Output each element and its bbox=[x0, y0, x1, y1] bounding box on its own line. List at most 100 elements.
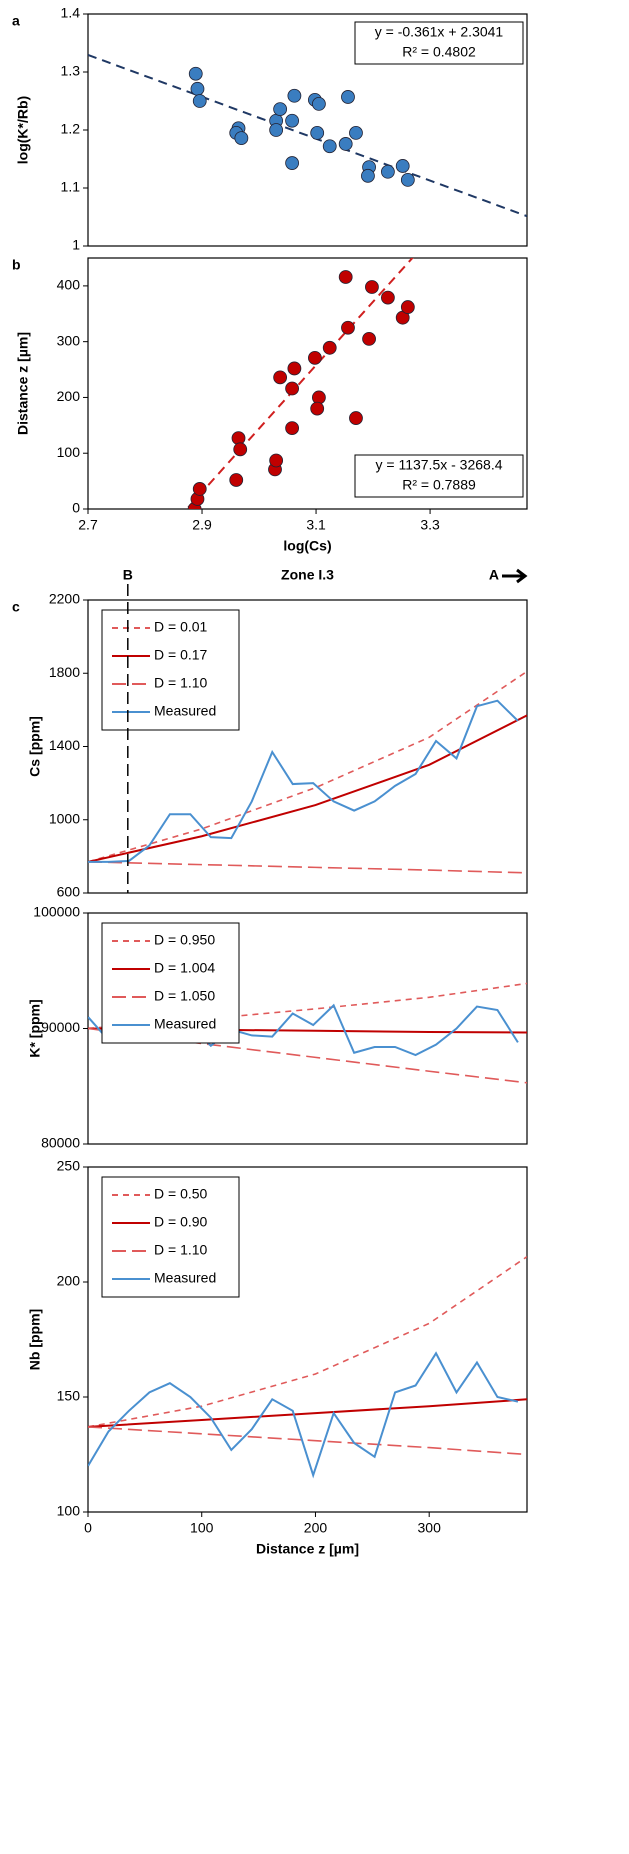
legend-label: D = 1.050 bbox=[154, 988, 215, 1004]
x-tick-label: 3.1 bbox=[306, 517, 326, 533]
data-point bbox=[312, 97, 326, 111]
data-point bbox=[310, 401, 325, 416]
y-tick-label: 600 bbox=[57, 884, 81, 900]
legend-label: D = 1.10 bbox=[154, 1242, 208, 1258]
annotation: B bbox=[123, 567, 133, 583]
y-tick-label: 100000 bbox=[33, 904, 80, 920]
data-point bbox=[322, 340, 337, 355]
y-tick-label: 1000 bbox=[49, 810, 80, 826]
data-point bbox=[380, 290, 395, 305]
fit-label: R² = 0.4802 bbox=[402, 44, 476, 60]
legend-label: D = 1.10 bbox=[154, 675, 208, 691]
panel-label: c bbox=[12, 599, 20, 615]
x-tick-label: 100 bbox=[190, 1520, 214, 1536]
legend-label: D = 0.50 bbox=[154, 1186, 208, 1202]
data-point bbox=[192, 482, 207, 496]
data-point bbox=[365, 280, 379, 294]
x-tick-label: 200 bbox=[304, 1520, 328, 1536]
y-tick-label: 1800 bbox=[49, 664, 80, 680]
data-point bbox=[338, 270, 353, 284]
y-tick-label: 1.3 bbox=[61, 63, 81, 79]
fit-label-box bbox=[354, 454, 524, 498]
data-point bbox=[400, 172, 415, 187]
series-line bbox=[88, 670, 527, 863]
x-axis-label: Distance z [µm] bbox=[256, 1541, 359, 1557]
data-point bbox=[190, 81, 205, 96]
legend-label: Measured bbox=[154, 1016, 216, 1032]
x-axis-label: log(Cs) bbox=[283, 538, 331, 554]
data-point bbox=[349, 411, 363, 425]
data-point bbox=[349, 125, 363, 140]
y-tick-label: 100 bbox=[57, 1503, 81, 1519]
x-tick-label: 300 bbox=[418, 1520, 442, 1536]
legend-box bbox=[101, 922, 240, 1044]
data-point bbox=[273, 370, 288, 385]
panel-label: a bbox=[12, 13, 20, 29]
y-tick-label: 2200 bbox=[49, 591, 80, 607]
y-tick-label: 100 bbox=[57, 444, 81, 460]
data-point bbox=[341, 320, 355, 335]
fit-label: y = 1137.5x - 3268.4 bbox=[376, 457, 503, 473]
legend-label: Measured bbox=[154, 703, 216, 719]
annotation: A bbox=[489, 567, 499, 583]
y-tick-label: 300 bbox=[57, 332, 81, 348]
data-point bbox=[269, 453, 284, 468]
y-tick-label: 150 bbox=[57, 1388, 81, 1404]
y-axis-label: log(K*/Rb) bbox=[15, 96, 31, 164]
x-tick-label: 0 bbox=[84, 1520, 92, 1536]
series-line bbox=[88, 1398, 527, 1428]
legend-label: D = 0.90 bbox=[154, 1214, 208, 1230]
y-tick-label: 250 bbox=[57, 1158, 81, 1174]
y-tick-label: 1 bbox=[72, 237, 80, 253]
data-point bbox=[310, 125, 325, 140]
data-point bbox=[229, 473, 244, 487]
data-point bbox=[287, 88, 302, 103]
data-point bbox=[234, 131, 249, 146]
data-point bbox=[273, 102, 288, 117]
data-point bbox=[287, 361, 302, 376]
y-axis-label: Cs [ppm] bbox=[27, 716, 43, 777]
data-point bbox=[362, 331, 376, 346]
y-axis-label: Distance z [µm] bbox=[15, 332, 31, 435]
y-axis-label: K* [ppm] bbox=[27, 999, 43, 1057]
series-line bbox=[88, 861, 527, 874]
y-tick-label: 1.1 bbox=[61, 179, 81, 195]
y-tick-label: 1400 bbox=[49, 737, 80, 753]
data-point bbox=[285, 381, 300, 396]
fit-label: R² = 0.7889 bbox=[402, 477, 476, 493]
data-point bbox=[192, 94, 207, 108]
trend-line bbox=[88, 54, 527, 218]
y-tick-label: 400 bbox=[57, 277, 81, 293]
data-point bbox=[395, 159, 410, 173]
series-line bbox=[88, 1426, 527, 1456]
data-point bbox=[188, 66, 203, 81]
series-line bbox=[88, 699, 519, 863]
data-point bbox=[400, 300, 415, 314]
legend-box bbox=[101, 609, 240, 731]
fit-label-box bbox=[354, 21, 524, 65]
series-line bbox=[88, 1351, 519, 1479]
legend-label: D = 0.950 bbox=[154, 932, 215, 948]
data-point bbox=[285, 421, 300, 436]
series-line bbox=[88, 1256, 527, 1428]
x-tick-label: 2.9 bbox=[192, 517, 212, 533]
data-point bbox=[341, 90, 355, 104]
y-tick-label: 80000 bbox=[41, 1135, 80, 1151]
series-line bbox=[88, 714, 527, 863]
data-point bbox=[380, 164, 395, 179]
legend-label: Measured bbox=[154, 1270, 216, 1286]
data-point bbox=[322, 139, 337, 154]
legend-box bbox=[101, 1176, 240, 1298]
arrow bbox=[502, 568, 528, 584]
legend-label: D = 0.01 bbox=[154, 619, 208, 635]
y-tick-label: 0 bbox=[72, 500, 80, 516]
data-point bbox=[338, 137, 353, 151]
series-line bbox=[88, 1027, 527, 1084]
y-axis-label: Nb [ppm] bbox=[27, 1309, 43, 1370]
annotation: Zone I.3 bbox=[281, 567, 334, 583]
y-tick-label: 1.2 bbox=[61, 121, 81, 137]
data-point bbox=[233, 442, 248, 457]
data-point bbox=[308, 350, 322, 365]
legend-label: D = 0.17 bbox=[154, 647, 208, 663]
